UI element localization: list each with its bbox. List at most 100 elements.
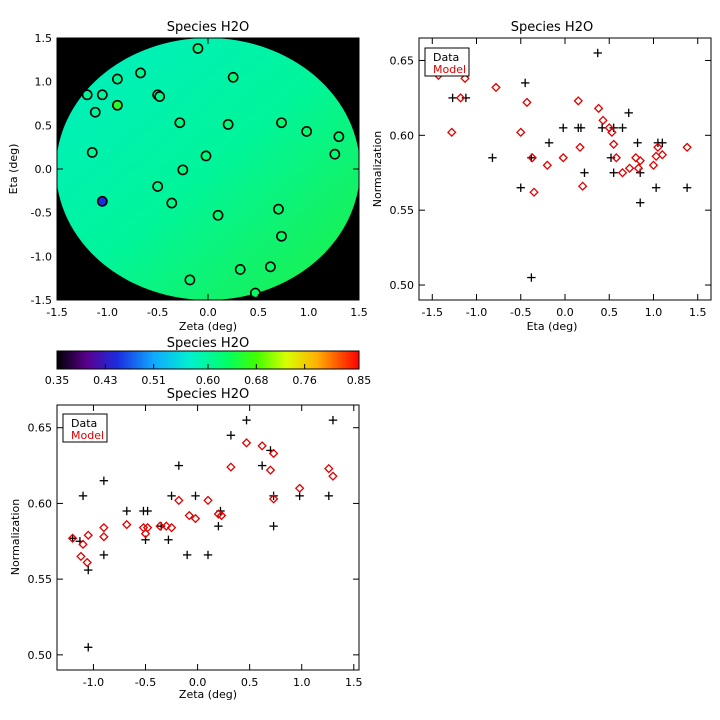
eta-data-point [593, 48, 602, 58]
eta-data-point [488, 153, 497, 162]
zeta-model-point [190, 513, 201, 524]
zeta-y-tick-label: 0.60 [28, 497, 53, 510]
zeta-x-label: Zeta (deg) [179, 688, 237, 701]
eta-model-point [529, 187, 539, 197]
zeta-model-point [268, 448, 279, 459]
eta-model-point [593, 103, 604, 114]
eta-data-point [658, 138, 667, 147]
map-data-point [135, 67, 146, 79]
zeta-model-point [241, 438, 252, 448]
eta-model-point [633, 163, 644, 173]
eta-y-tick-label: 0.60 [390, 129, 415, 142]
map-x-tick-label: -1.5 [46, 306, 67, 319]
zeta-data-point [78, 491, 88, 501]
eta-model-point [522, 97, 532, 108]
map-data-point [96, 195, 108, 207]
map-y-tick-label: -0.5 [31, 207, 52, 220]
map-y-tick-label: -1.0 [31, 250, 52, 263]
zeta-frame [56, 404, 360, 671]
map-data-point [184, 274, 196, 286]
zeta-panel: Species H2O -1.0 -0.5 0.0 0.5 1.0 1.5 0.500.5… [9, 387, 363, 701]
map-data-point [192, 43, 204, 54]
map-data-point [301, 126, 313, 137]
eta-model-point [653, 142, 663, 153]
eta-y-label: Normalization [371, 131, 384, 207]
zeta-legend: Data Model [62, 413, 108, 443]
map-data-point [234, 264, 246, 275]
zeta-data-point [99, 550, 109, 560]
map-data-point [249, 287, 261, 299]
zeta-data-point [174, 461, 184, 470]
eta-data-point [544, 138, 554, 147]
eta-data-point [633, 138, 642, 147]
eta-model-point [455, 93, 466, 103]
eta-model-point [635, 156, 645, 166]
map-points [81, 43, 345, 299]
zeta-model-point [184, 510, 194, 521]
zeta-model-point [82, 557, 92, 568]
eta-model-point [682, 142, 692, 153]
zeta-data-point [328, 415, 338, 425]
map-y-tick-label: 0.0 [35, 163, 53, 176]
zeta-model-point [122, 519, 132, 530]
map-x-ticks: -1.5 -1.0 -0.5 0.0 0.5 1.0 1.5 [46, 38, 368, 319]
zeta-y-tick-label: 0.65 [28, 422, 53, 435]
zeta-y-label: Normalization [9, 499, 22, 575]
zeta-model-point [257, 441, 267, 451]
eta-model-point [617, 168, 628, 178]
eta-data-point [520, 78, 530, 88]
map-y-tick-label: 0.5 [35, 119, 53, 132]
colorbar-tick-label: 0.51 [141, 374, 166, 387]
zeta-model-series [67, 438, 338, 568]
map-data-point [200, 150, 212, 162]
zeta-model-point [140, 528, 151, 539]
map-data-point [227, 71, 239, 83]
zeta-y-ticks: 0.50 0.55 0.60 0.65 [28, 422, 359, 662]
colorbar-tick-label: 0.68 [244, 374, 269, 387]
colorbar-tick-label: 0.35 [45, 374, 70, 387]
map-x-tick-label: 0.5 [250, 306, 268, 319]
colorbar-tick-label: 0.60 [196, 374, 221, 387]
eta-x-tick-label: -1.0 [466, 306, 487, 319]
eta-data-point [576, 123, 586, 133]
colorbar-tick-label: 0.43 [93, 374, 118, 387]
map-x-tick-label: -1.0 [97, 306, 118, 319]
map-field-disk [57, 38, 359, 300]
zeta-model-point [142, 522, 153, 533]
eta-model-point [648, 160, 659, 170]
eta-data-point [636, 198, 645, 207]
colorbar-tick-label: 0.85 [347, 374, 372, 387]
eta-model-point [624, 163, 635, 173]
map-data-point [89, 106, 101, 118]
zeta-model-point [294, 483, 305, 494]
zeta-model-point [268, 494, 279, 504]
zeta-data-series [68, 415, 338, 652]
eta-model-point [611, 153, 622, 163]
zeta-y-tick-label: 0.55 [28, 573, 53, 586]
eta-data-point [606, 153, 616, 162]
zeta-data-point [191, 491, 200, 501]
colorbar-ticks: 0.35 0.43 0.51 0.60 0.68 0.76 0.85 [45, 364, 372, 387]
eta-x-tick-label: 1.0 [645, 306, 663, 319]
eta-model-point [460, 73, 470, 84]
map-data-point [112, 73, 123, 85]
zeta-data-point [84, 565, 93, 575]
eta-data-point [682, 183, 692, 192]
map-y-label: Eta (deg) [7, 144, 20, 195]
map-data-point [273, 203, 284, 215]
zeta-y-tick-label: 0.50 [28, 649, 53, 662]
map-data-point [276, 230, 287, 242]
zeta-model-point [203, 495, 213, 506]
zeta-data-point [84, 643, 93, 652]
map-data-point [86, 147, 98, 158]
zeta-data-point [295, 491, 304, 501]
eta-model-point [608, 139, 619, 150]
zeta-model-point [76, 551, 86, 562]
eta-data-point [559, 123, 568, 133]
zeta-data-point [324, 491, 333, 501]
eta-x-label: Eta (deg) [527, 320, 578, 333]
eta-model-point [575, 142, 585, 153]
zeta-data-point [257, 461, 267, 470]
zeta-model-point [324, 463, 334, 474]
eta-legend-model: Model [433, 63, 466, 76]
